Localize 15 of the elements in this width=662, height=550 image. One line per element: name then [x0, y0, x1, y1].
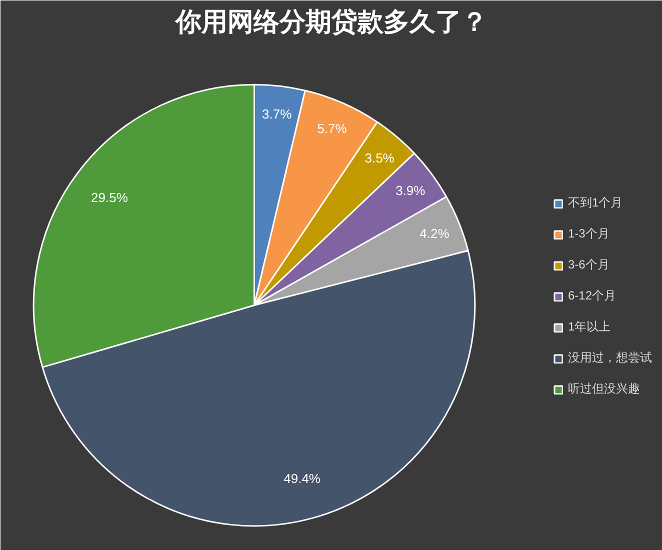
legend-label: 没用过，想尝试 [568, 350, 652, 366]
legend-label: 3-6个月 [568, 256, 610, 274]
chart-title: 你用网络分期贷款多久了？ [174, 8, 488, 38]
data-label: 3.9% [396, 183, 426, 198]
data-label: 3.7% [262, 106, 292, 122]
legend-label: 1-3个月 [568, 226, 610, 242]
legend-label: 不到1个月 [568, 194, 623, 212]
data-label: 3.5% [364, 150, 395, 166]
legend-label: 6-12个月 [568, 288, 616, 304]
data-label: 5.7% [317, 121, 348, 136]
data-label: 4.2% [420, 226, 450, 241]
legend-label: 1年以上 [568, 318, 611, 336]
data-label: 29.5% [91, 190, 128, 206]
data-label: 49.4% [284, 470, 321, 486]
legend-label: 听过但没兴趣 [568, 380, 640, 398]
